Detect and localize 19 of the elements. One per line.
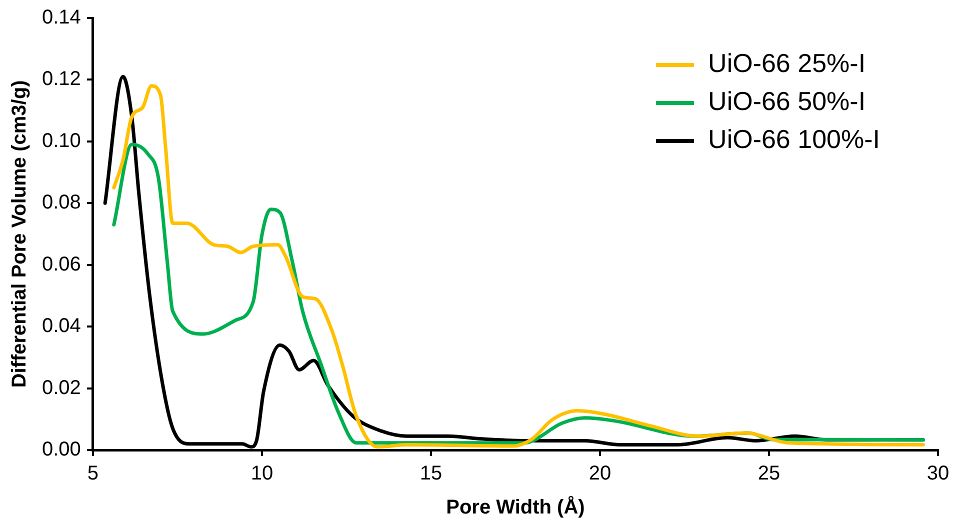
x-axis-title: Pore Width (Å) [446, 496, 585, 519]
x-tick-label: 20 [588, 462, 612, 485]
x-tick-label: 15 [420, 462, 442, 485]
y-axis-title: Differential Pore Volume (cm3/g) [8, 80, 31, 388]
y-tick-label: 0.12 [42, 68, 81, 90]
x-tick-label: 5 [87, 462, 98, 485]
y-tick-label: 0.08 [42, 192, 81, 214]
legend-label: UiO-66 50%-I [708, 86, 866, 116]
legend-label: UiO-66 100%-I [708, 124, 880, 154]
legend-label: UiO-66 25%-I [708, 48, 866, 78]
y-tick-label: 0.06 [42, 253, 81, 276]
x-tick-label: 25 [758, 462, 780, 485]
y-tick-label: 0.04 [42, 315, 81, 338]
y-tick-label: 0.14 [42, 6, 81, 29]
x-tick-label: 30 [926, 462, 950, 485]
y-tick-label: 0.00 [42, 438, 81, 461]
y-tick-label: 0.02 [42, 376, 81, 399]
x-tick-label: 10 [250, 462, 274, 485]
y-tick-label: 0.10 [42, 130, 81, 152]
